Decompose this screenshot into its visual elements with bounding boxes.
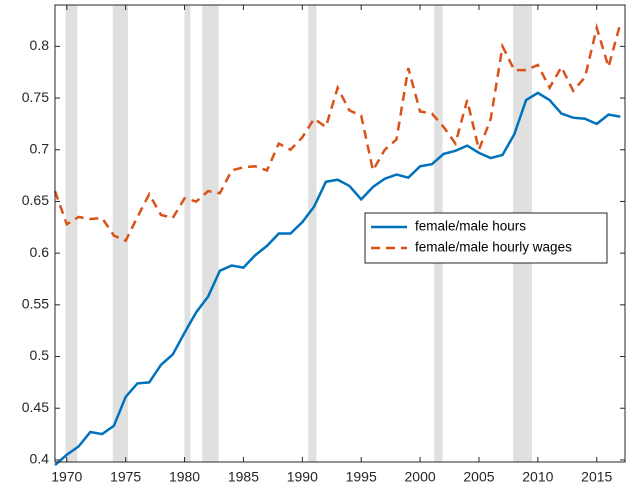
plot-frame bbox=[54, 4, 626, 463]
y-tick-label: 0.55 bbox=[22, 296, 49, 312]
y-tick-label: 0.7 bbox=[30, 140, 50, 156]
x-tick-label: 1975 bbox=[110, 469, 141, 485]
x-tick-label: 2015 bbox=[581, 469, 612, 485]
x-tick-label: 1970 bbox=[51, 469, 82, 485]
series-line bbox=[54, 91, 621, 467]
legend: female/male hours female/male hourly wage… bbox=[364, 212, 608, 264]
y-tick-label: 0.8 bbox=[30, 37, 50, 53]
y-tick-label: 0.6 bbox=[30, 244, 50, 260]
y-tick-label: 0.5 bbox=[30, 347, 50, 363]
y-tick-label: 0.45 bbox=[22, 399, 49, 415]
x-tick-label: 1995 bbox=[346, 469, 377, 485]
x-tick-label: 1985 bbox=[228, 469, 259, 485]
legend-box bbox=[364, 212, 608, 264]
y-tick-label: 0.75 bbox=[22, 89, 49, 105]
x-tick-label: 1980 bbox=[169, 469, 200, 485]
shaded-period bbox=[184, 5, 191, 462]
x-tick-label: 2000 bbox=[405, 469, 436, 485]
legend-label: female/male hourly wages bbox=[415, 240, 572, 255]
shaded-period bbox=[308, 5, 317, 462]
x-tick-label: 2005 bbox=[463, 469, 494, 485]
shaded-period bbox=[112, 5, 129, 462]
y-tick-label: 0.4 bbox=[30, 451, 50, 467]
y-tick-label: 0.65 bbox=[22, 192, 49, 208]
legend-label: female/male hours bbox=[415, 219, 526, 234]
x-tick-label: 2010 bbox=[522, 469, 553, 485]
shaded-period bbox=[65, 5, 78, 462]
shaded-period bbox=[202, 5, 219, 462]
series-line bbox=[53, 22, 622, 243]
x-tick-label: 1990 bbox=[287, 469, 318, 485]
